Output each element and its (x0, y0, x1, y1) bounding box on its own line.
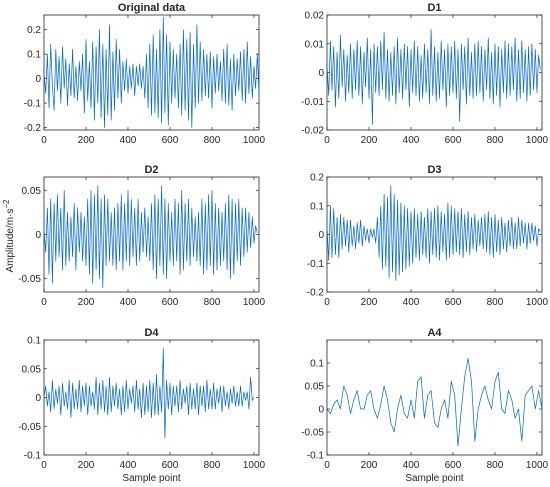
x-tick-label: 200 (361, 135, 378, 146)
x-tick-label: 400 (403, 135, 420, 146)
y-tick-label: 0.1 (27, 50, 41, 61)
x-tick-label: 800 (487, 460, 504, 471)
x-axis-label: Sample point (405, 473, 464, 484)
x-tick-label: 600 (445, 297, 462, 308)
x-tick-label: 800 (204, 460, 221, 471)
y-tick-label: -0.05 (18, 274, 41, 285)
y-tick-label: -0.05 (18, 422, 41, 433)
subplot-a4: 0 200 400 600 800 1000 -0.1 -0.05 0 0.05 0.1 A4 Samp… (301, 327, 548, 484)
y-tick-label: 0 (35, 393, 41, 404)
y-tick-label: 0.2 (310, 173, 324, 184)
y-tick-label: -0.02 (301, 126, 324, 137)
plot-frame (326, 176, 543, 293)
plot-frame (43, 176, 260, 293)
y-tick-label: 0 (318, 405, 324, 416)
x-tick-label: 1000 (526, 460, 549, 471)
x-tick-label: 1000 (243, 460, 266, 471)
x-tick-label: 800 (487, 297, 504, 308)
y-tick-label: 0.1 (310, 359, 324, 370)
x-tick-label: 400 (403, 460, 420, 471)
y-tick-label: 0.05 (305, 382, 325, 393)
x-tick-label: 400 (120, 460, 137, 471)
subplot-d2: 0 200 400 600 800 1000 -0.05 0 0.05 D2 (18, 164, 265, 308)
y-tick-label: -0.2 (307, 288, 325, 299)
x-tick-label: 800 (204, 297, 221, 308)
x-tick-label: 0 (41, 460, 47, 471)
plot-frame (326, 339, 543, 456)
x-tick-label: 0 (324, 297, 330, 308)
y-tick-label: 0 (318, 230, 324, 241)
y-tick-label: 0.02 (305, 11, 325, 22)
x-tick-label: 1000 (526, 135, 549, 146)
subplot-d3: 0 200 400 600 800 1000 -0.2 -0.1 0 0.1 0.2 D3 (307, 164, 549, 308)
y-axis-label-unit: Amplitude/m·s (5, 209, 16, 273)
x-tick-label: 0 (324, 460, 330, 471)
plot-frame (326, 14, 543, 131)
y-tick-label: -0.2 (24, 123, 42, 134)
x-tick-label: 600 (445, 135, 462, 146)
x-tick-label: 800 (204, 135, 221, 146)
x-tick-label: 800 (487, 135, 504, 146)
signal-line (43, 185, 258, 288)
signal-line (326, 29, 541, 125)
x-tick-label: 400 (403, 297, 420, 308)
y-tick-label: -0.05 (301, 428, 324, 439)
subplot-title: A4 (427, 327, 442, 339)
subplot-title: D2 (144, 164, 158, 176)
signal-line (43, 17, 260, 128)
signal-line (43, 348, 255, 439)
y-tick-label: 0 (35, 74, 41, 85)
y-axis-label-exponent: −2 (2, 199, 11, 209)
x-tick-label: 200 (78, 460, 95, 471)
y-tick-label: -0.01 (301, 97, 324, 108)
subplot-title: D1 (427, 2, 441, 14)
shared-y-axis-label: Amplitude/m·s−2 (2, 199, 16, 273)
y-tick-label: -0.1 (24, 99, 42, 110)
y-tick-label: 0.05 (22, 186, 42, 197)
x-tick-label: 600 (162, 135, 179, 146)
y-tick-label: 0.05 (22, 364, 42, 375)
y-tick-label: 0.01 (305, 39, 325, 50)
x-tick-label: 1000 (243, 297, 266, 308)
y-tick-label: -0.1 (307, 451, 325, 462)
y-tick-label: -0.1 (307, 259, 325, 270)
x-tick-label: 0 (324, 135, 330, 146)
x-tick-label: 600 (162, 460, 179, 471)
y-tick-label: 0.1 (27, 336, 41, 347)
x-tick-label: 200 (78, 135, 95, 146)
y-tick-label: 0.1 (310, 201, 324, 212)
subplot-title: D4 (144, 327, 159, 339)
y-tick-label: 0.2 (27, 25, 41, 36)
x-tick-label: 200 (78, 297, 95, 308)
y-tick-label: 0 (318, 68, 324, 79)
subplot-d4: 0 200 400 600 800 1000 -0.1 -0.05 0 0.05 0.1 D4 Samp… (18, 327, 265, 484)
subplot-d1: 0 200 400 600 800 1000 -0.02 -0.01 0 0.01 0.02 D1 (301, 2, 548, 146)
subplot-title: Original data (118, 2, 186, 14)
x-tick-label: 600 (445, 460, 462, 471)
x-tick-label: 1000 (526, 297, 549, 308)
x-tick-label: 400 (120, 135, 137, 146)
signal-line (326, 185, 541, 281)
x-tick-label: 200 (361, 297, 378, 308)
subplot-original: 0 200 400 600 800 1000 -0.2 -0.1 0 0.1 0.2 Original… (24, 2, 266, 146)
y-tick-label: -0.1 (24, 451, 42, 462)
signal-line (326, 358, 543, 447)
x-tick-label: 0 (41, 297, 47, 308)
x-tick-label: 600 (162, 297, 179, 308)
x-tick-label: 0 (41, 135, 47, 146)
x-tick-label: 400 (120, 297, 137, 308)
x-axis-label: Sample point (122, 473, 181, 484)
x-tick-label: 1000 (243, 135, 266, 146)
subplot-title: D3 (427, 164, 441, 176)
y-tick-label: 0 (35, 230, 41, 241)
x-tick-label: 200 (361, 460, 378, 471)
